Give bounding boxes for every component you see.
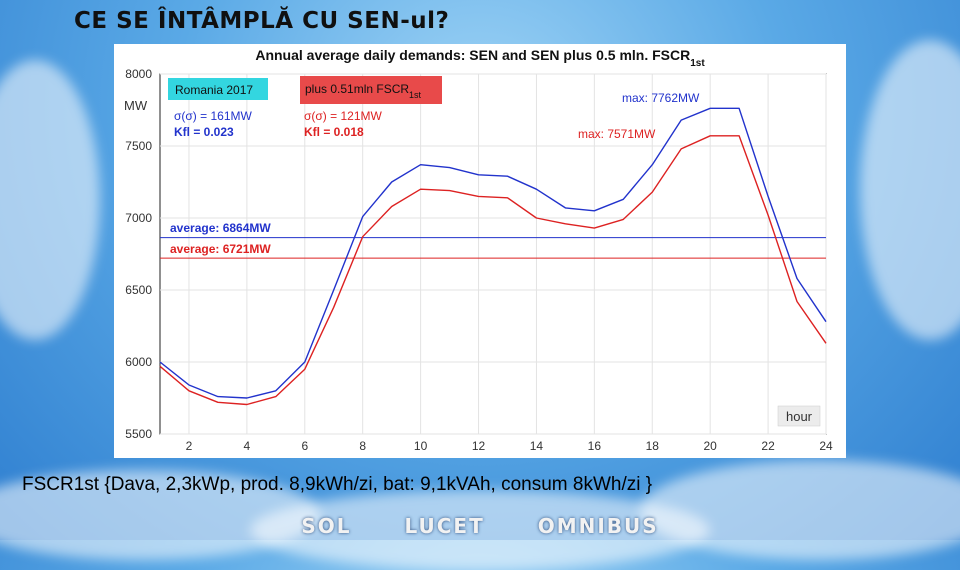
footer-word-omnibus: OMNIBUS	[537, 514, 659, 538]
chart-title-text: Annual average daily demands: SEN and SE…	[255, 47, 690, 63]
y-tick-label: 6000	[125, 355, 152, 369]
x-tick-label: 8	[359, 439, 366, 453]
x-tick-label: 22	[761, 439, 775, 453]
x-tick-label: 18	[646, 439, 660, 453]
x-tick-label: 2	[186, 439, 193, 453]
average-label-romania: average: 6864MW	[170, 221, 271, 235]
chart-title: Annual average daily demands: SEN and SE…	[255, 47, 705, 69]
x-tick-label: 24	[819, 439, 833, 453]
chart-title-subscript: 1st	[690, 58, 705, 69]
average-lines	[160, 237, 826, 259]
cloud-decoration	[860, 40, 960, 340]
slide-caption: FSCR1st {Dava, 2,3kWp, prod. 8,9kWh/zi, …	[22, 474, 653, 495]
chart-panel: Annual average daily demands: SEN and SE…	[114, 44, 846, 458]
x-tick-label: 12	[472, 439, 486, 453]
footer-word-lucet: LUCET	[404, 514, 485, 538]
x-tick-label: 6	[301, 439, 308, 453]
y-tick-label: 7500	[125, 139, 152, 153]
x-tick-label: 20	[703, 439, 717, 453]
legend-romania-bg	[168, 78, 268, 100]
x-tick-label: 4	[244, 439, 251, 453]
x-axis-label-box	[777, 405, 821, 427]
y-tick-label: 6500	[125, 283, 152, 297]
legend-fscr-subscript: 1st	[409, 90, 422, 100]
cloud-decoration	[0, 60, 100, 340]
stat-romania-kfl: Kfl = 0.023	[174, 125, 234, 139]
x-tick-label: 14	[530, 439, 544, 453]
demand-chart: Annual average daily demands: SEN and SE…	[124, 47, 833, 453]
x-tick-label: 10	[414, 439, 428, 453]
max-label-romania: max: 7762MW	[622, 91, 700, 105]
slide-title: CE SE ÎNTÂMPLĂ CU SEN-ul?	[74, 8, 450, 34]
legend-fscr-label: plus 0.51mln FSCR1st	[305, 82, 422, 100]
series-line-fscr	[159, 135, 827, 406]
x-tick-label: 16	[588, 439, 602, 453]
legend-fscr-bg	[300, 76, 442, 104]
tick-labels: 2 4 6 8 10 12 14 16 18 20 22 2455006000650070007500…	[125, 67, 833, 453]
legend-fscr-text: plus 0.51mln FSCR	[305, 82, 409, 96]
grid	[160, 73, 827, 435]
y-axis-label: MW	[124, 98, 148, 113]
series-lines	[159, 107, 827, 406]
y-tick-label: 8000	[125, 67, 152, 81]
max-label-fscr: max: 7571MW	[578, 127, 656, 141]
y-tick-label: 7000	[125, 211, 152, 225]
footer-word-sol: SOL	[301, 514, 352, 538]
average-label-fscr: average: 6721MW	[170, 242, 271, 256]
stat-romania-sigma: σ(σ) = 161MW	[174, 109, 252, 123]
y-tick-label: 5500	[125, 427, 152, 441]
footer-motto: SOL LUCET OMNIBUS	[0, 514, 960, 538]
legend-romania-label: Romania 2017	[175, 83, 253, 97]
stat-fscr-kfl: Kfl = 0.018	[304, 125, 364, 139]
x-axis-label: hour	[786, 409, 813, 424]
stat-fscr-sigma: σ(σ) = 121MW	[304, 109, 382, 123]
series-line-romania	[159, 107, 827, 399]
